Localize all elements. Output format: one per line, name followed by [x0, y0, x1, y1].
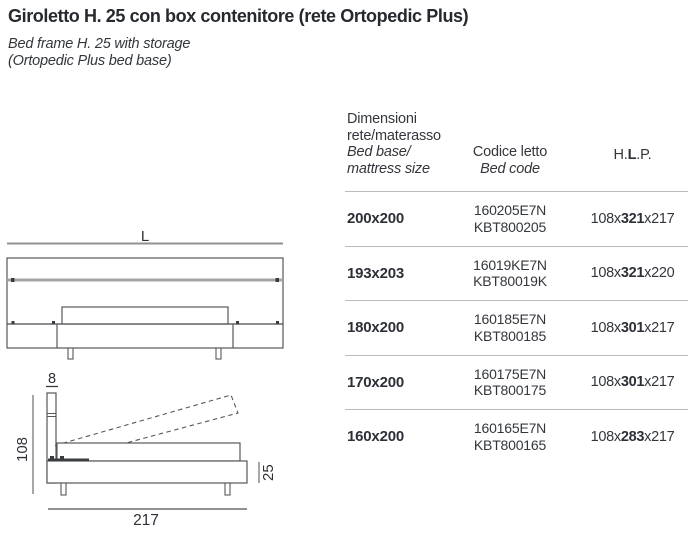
front-rail-tick-left	[11, 278, 15, 282]
bed-drawings-svg: L 8 108	[6, 228, 284, 529]
size-cell: 193x203	[347, 264, 404, 282]
code-line-1: 160185E7N	[473, 311, 547, 328]
side-leg-left	[60, 482, 67, 496]
table-row: 193x203 16019KE7N KBT80019K 108x321x220	[345, 245, 688, 301]
dimension-label-217: 217	[133, 512, 159, 529]
code-cell: 160165E7N KBT800165	[451, 420, 569, 453]
dimension-label-25: 25	[260, 464, 277, 481]
code-line-1: 160175E7N	[473, 365, 547, 382]
side-leg-right	[224, 482, 231, 496]
code-line-1: 16019KE7N	[473, 256, 547, 273]
front-base-tick-4	[276, 321, 279, 324]
header-dimensions-it-1: Dimensioni	[347, 111, 417, 127]
hlp-cell: 108x283x217	[590, 428, 675, 445]
front-base-tick-2	[52, 321, 55, 324]
code-cell: 160185E7N KBT800185	[451, 311, 569, 344]
size-cell: 180x200	[347, 319, 404, 337]
side-view-drawing: 8 108 25 217	[14, 371, 277, 529]
front-view-drawing: L	[6, 228, 284, 360]
dimension-label-l: L	[141, 228, 149, 245]
size-cell: 200x200	[347, 210, 404, 228]
header-dimensions: Dimensioni rete/materasso Bed base/ matt…	[345, 100, 451, 191]
front-base-tick-1	[11, 321, 15, 324]
hlp-cell: 108x301x217	[590, 319, 675, 336]
side-lift-hinge-2	[60, 456, 64, 459]
side-lift-hinge-1	[50, 456, 54, 459]
page-title: Giroletto H. 25 con box contenitore (ret…	[8, 6, 469, 26]
code-cell: 160205E7N KBT800205	[451, 202, 569, 235]
code-cell: 16019KE7N KBT80019K	[451, 257, 569, 290]
side-mattress-lifted-dashed	[54, 394, 239, 463]
side-lift-arm	[48, 458, 89, 462]
header-dimensions-en-1: Bed base/	[347, 144, 411, 160]
code-line-2: KBT800165	[473, 436, 547, 453]
table-row: 200x200 160205E7N KBT800205 108x321x217	[345, 191, 688, 246]
front-leg-left	[67, 347, 74, 360]
title-block: Giroletto H. 25 con box contenitore (ret…	[8, 6, 568, 70]
side-mattress	[56, 442, 241, 462]
table-header: Dimensioni rete/materasso Bed base/ matt…	[345, 100, 688, 191]
code-line-1: 160205E7N	[473, 202, 547, 219]
code-line-1: 160165E7N	[473, 420, 547, 437]
hlp-cell: 108x321x217	[590, 210, 675, 227]
hlp-cell: 108x321x220	[590, 265, 675, 282]
front-base-tick-3	[236, 321, 239, 324]
header-hlp-label: H.L.P.	[613, 146, 652, 163]
table-row: 160x200 160165E7N KBT800165 108x283x217	[345, 409, 688, 464]
spec-table: Dimensioni rete/materasso Bed base/ matt…	[345, 100, 688, 464]
subtitle-line-2: (Ortopedic Plus bed base)	[8, 53, 172, 69]
side-frame-box	[46, 460, 248, 484]
header-dimensions-it-2: rete/materasso	[347, 127, 441, 144]
hlp-cell: 108x301x217	[590, 374, 675, 391]
subtitle-line-1: Bed frame H. 25 with storage	[8, 36, 191, 52]
dimension-label-8: 8	[48, 371, 56, 387]
header-dimensions-en-2: mattress size	[347, 160, 430, 177]
code-line-2: KBT800175	[473, 382, 547, 399]
front-mattress	[61, 306, 229, 325]
header-hlp: H.L.P.	[569, 100, 688, 191]
front-leg-right	[215, 347, 222, 360]
page-subtitle: Bed frame H. 25 with storage (Ortopedic …	[8, 36, 568, 70]
front-rail-tick-right	[275, 278, 279, 282]
header-bed-code-en: Bed code	[480, 160, 540, 177]
code-line-2: KBT800205	[473, 218, 547, 235]
code-line-2: KBT80019K	[473, 273, 547, 290]
size-cell: 170x200	[347, 373, 404, 391]
code-cell: 160175E7N KBT800175	[451, 366, 569, 399]
front-base-band	[6, 323, 284, 349]
table-row: 170x200 160175E7N KBT800175 108x301x217	[345, 354, 688, 410]
header-bed-code-it: Codice letto	[472, 144, 548, 160]
dimension-label-108: 108	[14, 437, 31, 462]
technical-drawings: L 8 108	[0, 225, 320, 541]
header-bed-code: Codice letto Bed code	[451, 100, 569, 191]
size-cell: 160x200	[347, 428, 404, 446]
code-line-2: KBT800185	[473, 327, 547, 344]
table-row: 180x200 160185E7N KBT800185 108x301x217	[345, 300, 688, 355]
